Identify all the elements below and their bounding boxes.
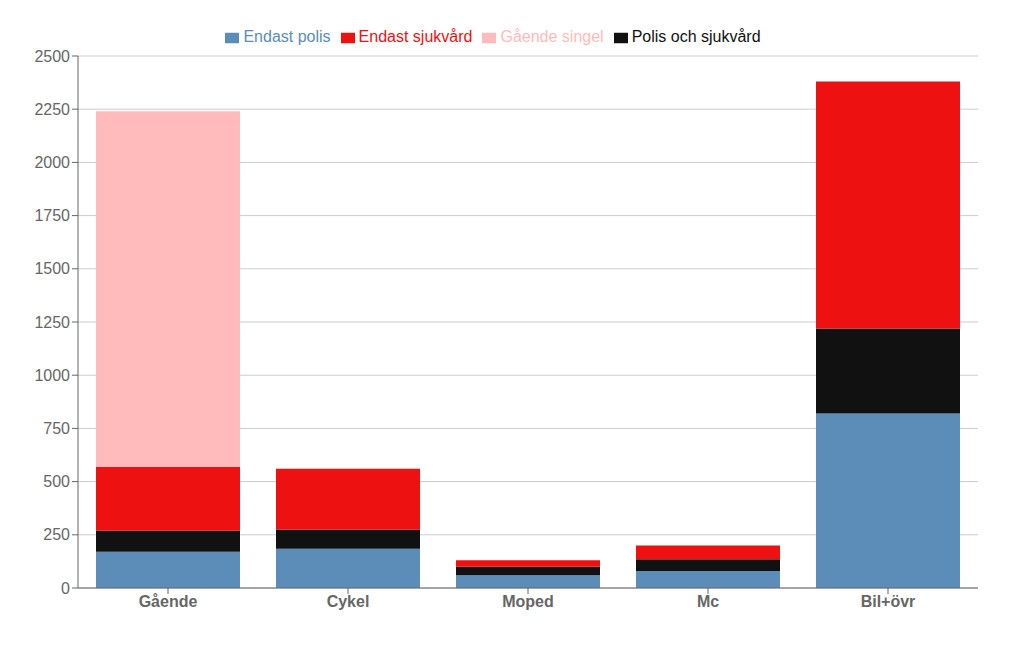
html-text:Gående singel: Gående singel bbox=[500, 28, 604, 45]
svg-text:Moped: Moped bbox=[502, 593, 554, 610]
svg-text:2000: 2000 bbox=[34, 154, 70, 171]
svg-text:Mc: Mc bbox=[697, 593, 719, 610]
html-text:Endast polis: Endast polis bbox=[243, 28, 331, 45]
svg-text:1000: 1000 bbox=[34, 367, 70, 384]
svg-text:2250: 2250 bbox=[34, 101, 70, 118]
svg-text:Gående: Gående bbox=[139, 593, 198, 610]
svg-text:1750: 1750 bbox=[34, 207, 70, 224]
svg-text:Bil+övr: Bil+övr bbox=[861, 593, 916, 610]
svg-text:1500: 1500 bbox=[34, 260, 70, 277]
svg-text:0: 0 bbox=[61, 580, 70, 597]
html-text:Polis och sjukvård: Polis och sjukvård bbox=[631, 28, 761, 45]
html-text:Endast sjukvård: Endast sjukvård bbox=[358, 28, 473, 45]
svg-text:250: 250 bbox=[43, 526, 70, 543]
svg-text:Cykel: Cykel bbox=[327, 593, 370, 610]
svg-text:500: 500 bbox=[43, 473, 70, 490]
svg-text:1250: 1250 bbox=[34, 314, 70, 331]
svg-text:750: 750 bbox=[43, 420, 70, 437]
svg-text:2500: 2500 bbox=[34, 48, 70, 65]
